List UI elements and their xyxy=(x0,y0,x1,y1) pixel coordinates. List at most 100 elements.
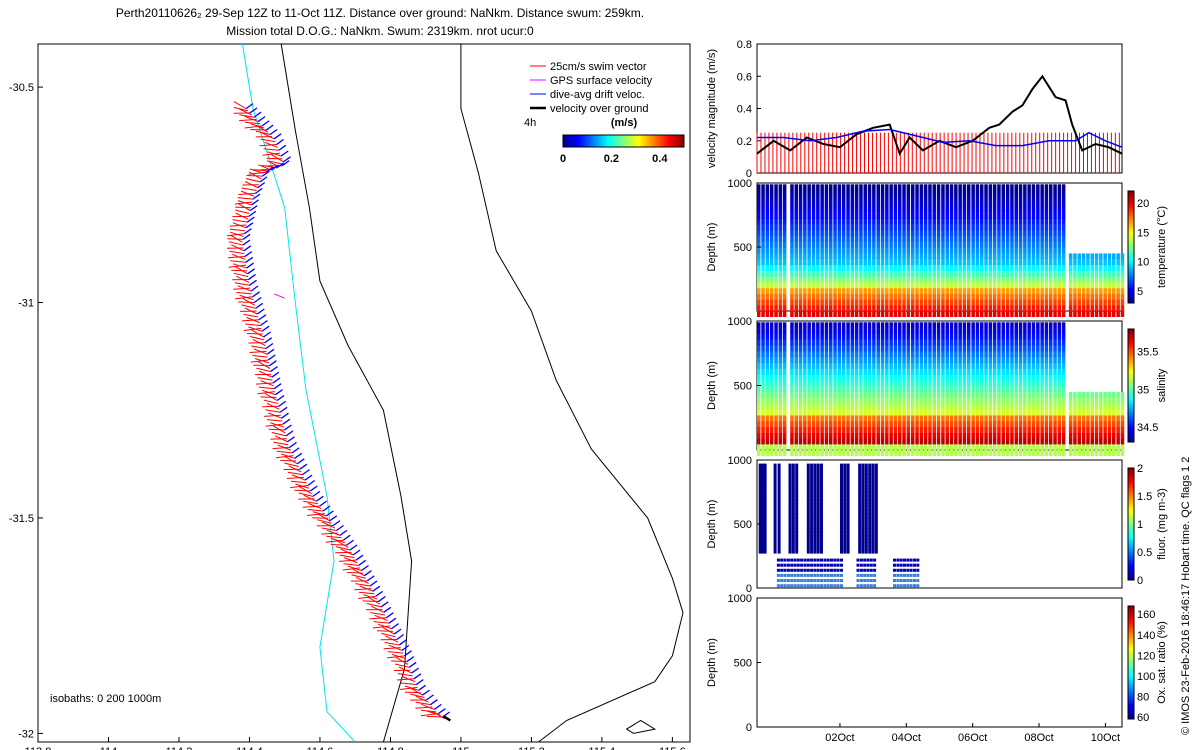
fluorescence-cell xyxy=(758,549,762,554)
salinity-cell xyxy=(757,391,761,398)
temperature-cell xyxy=(936,224,941,231)
salinity-cell xyxy=(854,415,859,422)
salinity-cell xyxy=(915,357,919,364)
temperature-cell xyxy=(1120,288,1125,294)
temperature-cell xyxy=(1010,282,1014,289)
temperature-cell xyxy=(949,230,954,237)
salinity-cell xyxy=(841,403,846,410)
salinity-cell xyxy=(898,397,902,404)
salinity-cell xyxy=(984,351,988,358)
salinity-cell xyxy=(971,374,975,381)
temperature-cell xyxy=(807,230,811,237)
fluorescence-cell xyxy=(776,568,780,572)
salinity-cell xyxy=(1010,403,1014,410)
salinity-cell xyxy=(774,345,778,352)
temperature-cell xyxy=(919,253,924,260)
salinity-cell xyxy=(761,444,765,451)
salinity-cell xyxy=(1094,403,1099,410)
salinity-cell xyxy=(880,450,885,456)
salinity-cell xyxy=(876,438,880,445)
temperature-cell xyxy=(1077,253,1081,260)
fluorescence-cell xyxy=(874,499,878,504)
temperature-cell xyxy=(941,190,945,196)
temperature-cell xyxy=(915,190,919,196)
salinity-cell xyxy=(1040,368,1044,375)
salinity-cell xyxy=(790,397,794,404)
fluorescence-cell xyxy=(796,568,800,572)
temperature-cell xyxy=(790,259,794,266)
temperature-cell xyxy=(1040,190,1044,196)
salinity-cell xyxy=(794,438,798,445)
fluorescence-cell xyxy=(780,579,784,582)
temperature-cell xyxy=(1053,230,1057,237)
temperature-cell xyxy=(820,190,824,196)
temperature-cell xyxy=(872,299,876,306)
salinity-cell xyxy=(1061,339,1066,346)
salinity-cell xyxy=(1068,432,1073,439)
salinity-cell xyxy=(1023,380,1027,387)
temperature-cell xyxy=(829,264,833,271)
swim-vector-arrow xyxy=(227,233,245,237)
salinity-cell xyxy=(936,409,941,416)
fluorescence-cell xyxy=(791,499,795,504)
salinity-cell xyxy=(915,345,919,352)
fluorescence-cell xyxy=(800,579,804,582)
salinity-cell xyxy=(794,374,798,381)
temperature-cell xyxy=(1073,311,1077,317)
temperature-cell xyxy=(833,241,837,248)
temperature-cell xyxy=(962,184,967,191)
salinity-cell xyxy=(807,374,811,381)
temperature-cell xyxy=(1027,241,1031,248)
temperature-cell xyxy=(945,276,949,283)
fluorescence-cell xyxy=(816,477,820,482)
salinity-cell xyxy=(902,328,906,335)
salinity-cell xyxy=(923,409,928,416)
temperature-cell xyxy=(980,241,984,248)
salinity-cell xyxy=(790,351,794,358)
fluorescence-cell xyxy=(780,568,784,572)
temperature-cell xyxy=(850,311,855,317)
oxygen-colorbar-tick-label: 140 xyxy=(1137,630,1155,642)
temperature-cell xyxy=(902,190,906,196)
salinity-cell xyxy=(915,322,919,329)
temperature-cell xyxy=(803,299,807,306)
temperature-cell xyxy=(1010,224,1014,231)
salinity-cell xyxy=(997,374,1001,381)
fluorescence-cell xyxy=(866,579,870,582)
swim-vector-arrow xyxy=(245,323,261,326)
temperature-cell xyxy=(1005,236,1010,243)
temperature-cell xyxy=(798,270,803,277)
fluorescence-cell xyxy=(773,481,777,486)
salinity-cell xyxy=(841,380,846,387)
temperature-cell xyxy=(885,299,889,306)
salinity-cell xyxy=(1081,432,1086,439)
fluorescence-cell xyxy=(791,528,795,533)
temperature-cell xyxy=(798,184,803,191)
temperature-cell xyxy=(782,218,787,225)
salinity-cell xyxy=(928,357,932,364)
salinity-cell xyxy=(889,397,893,404)
temperature-cell xyxy=(893,305,898,312)
temperature-cell xyxy=(889,276,893,283)
temperature-cell xyxy=(829,207,833,214)
salinity-cell xyxy=(980,438,984,445)
temperature-cell xyxy=(774,184,778,191)
salinity-cell xyxy=(1001,403,1005,410)
salinity-cell xyxy=(915,403,919,410)
fluorescence-cell xyxy=(791,520,795,525)
temperature-cell xyxy=(757,270,761,277)
temperature-cell xyxy=(928,270,932,277)
salinity-cell xyxy=(782,432,787,439)
salinity-cell xyxy=(807,426,811,433)
temperature-cell xyxy=(816,241,820,248)
salinity-cell xyxy=(1005,409,1010,416)
drift-vector-arrow xyxy=(299,463,308,470)
fluorescence-cell xyxy=(795,510,799,515)
salinity-cell xyxy=(880,444,885,451)
temperature-cell xyxy=(902,247,906,254)
temperature-cell xyxy=(761,311,765,317)
salinity-cell xyxy=(846,444,850,451)
temperature-cell xyxy=(774,195,778,202)
fluorescence-cell xyxy=(806,513,810,518)
temperature-cell xyxy=(761,201,765,208)
